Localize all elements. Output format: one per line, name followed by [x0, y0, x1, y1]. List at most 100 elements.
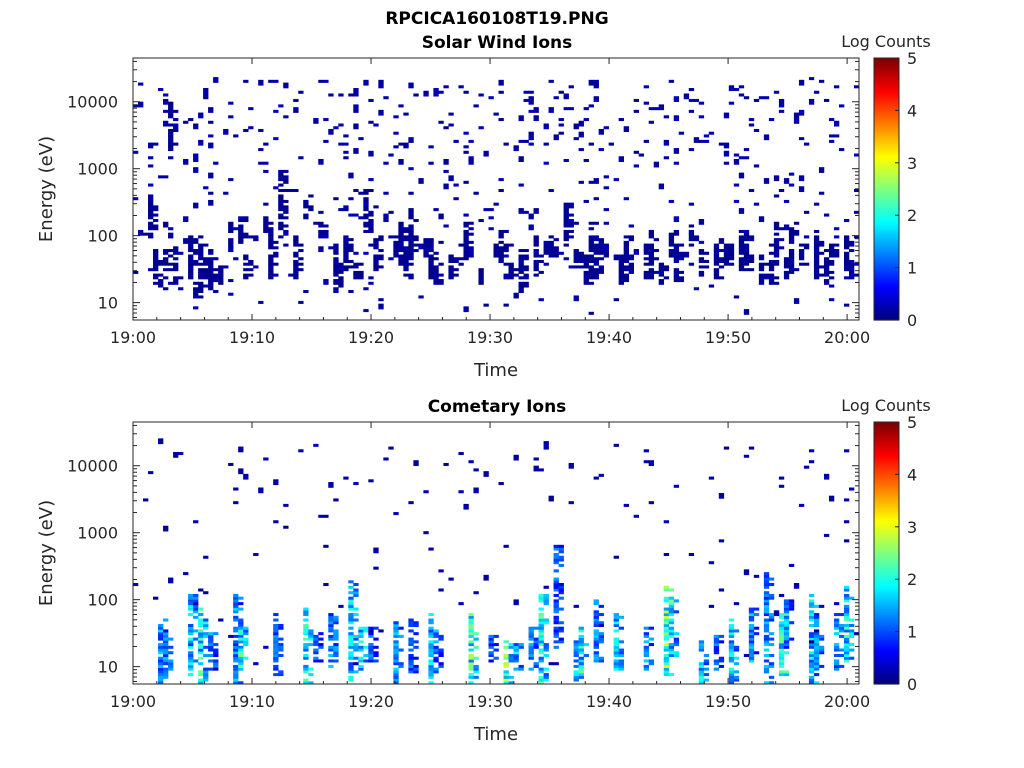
spectrogram-cell: [273, 240, 279, 244]
spectrogram-cell: [833, 662, 840, 666]
spectrogram-cell: [393, 621, 399, 625]
spectrogram-cell: [588, 240, 594, 244]
spectrogram-cell: [488, 645, 494, 649]
spectrogram-cell: [353, 90, 359, 94]
spectrogram-cell: [468, 227, 474, 231]
spectrogram-cell: [573, 604, 579, 608]
spectrogram-cell: [668, 240, 675, 244]
spectrogram-cell: [543, 585, 549, 589]
spectrogram-cell: [408, 618, 414, 622]
spectrogram-cell: [823, 265, 830, 269]
spectrogram-cell: [208, 634, 214, 638]
colorbar-swatch: [874, 258, 899, 262]
spectrogram-cell: [713, 249, 720, 253]
spectrogram-cell: [463, 309, 469, 313]
spectrogram-cell: [508, 273, 514, 277]
spectrogram-cell: [468, 632, 474, 636]
spectrogram-cell: [368, 224, 374, 228]
spectrogram-cell: [528, 637, 534, 641]
spectrogram-cell: [563, 205, 569, 209]
spectrogram-cell: [153, 249, 159, 253]
spectrogram-cell: [723, 259, 730, 263]
spectrogram-cell: [353, 618, 359, 622]
spectrogram-cell: [383, 191, 389, 195]
spectrogram-cell: [528, 667, 534, 671]
spectrogram-cell: [233, 648, 239, 652]
spectrogram-cell: [398, 238, 404, 242]
spectrogram-cell: [323, 583, 329, 587]
spectrogram-cell: [498, 257, 504, 261]
spectrogram-cell: [723, 142, 730, 146]
spectrogram-cell: [238, 681, 244, 685]
spectrogram-cell: [553, 621, 559, 625]
spectrogram-cell: [268, 270, 274, 274]
spectrogram-cell: [423, 238, 429, 242]
spectrogram-cell: [423, 90, 429, 94]
spectrogram-cell: [678, 276, 685, 280]
spectrogram-cell: [523, 249, 529, 253]
spectrogram-cell: [808, 101, 815, 105]
spectrogram-cell: [568, 202, 574, 206]
spectrogram-cell: [588, 246, 594, 250]
spectrogram-cell: [478, 270, 484, 274]
colorbar-swatch: [874, 133, 899, 137]
colorbar-swatch: [874, 489, 899, 493]
spectrogram-cell: [233, 487, 239, 491]
spectrogram-cell: [348, 93, 354, 97]
spectrogram-cell: [498, 232, 504, 236]
spectrogram-cell: [758, 265, 765, 269]
spectrogram-cell: [263, 227, 269, 231]
spectrogram-cell: [468, 221, 474, 225]
spectrogram-cell: [173, 126, 179, 130]
spectrogram-cell: [543, 667, 549, 671]
spectrogram-cell: [538, 667, 544, 671]
spectrogram-cell: [513, 457, 519, 461]
spectrogram-cell: [773, 613, 780, 617]
spectrogram-cell: [508, 659, 514, 663]
spectrogram-cell: [358, 656, 364, 660]
spectrogram-cell: [463, 224, 469, 228]
spectrogram-cell: [723, 257, 730, 261]
spectrogram-cell: [688, 109, 695, 113]
spectrogram-cell: [233, 629, 239, 633]
spectrogram-cell: [173, 118, 179, 122]
spectrogram-cell: [348, 621, 354, 625]
spectrogram-cell: [843, 645, 850, 649]
spectrogram-cell: [353, 643, 359, 647]
colorbar-swatch: [874, 303, 899, 307]
spectrogram-cell: [163, 640, 169, 644]
spectrogram-cell: [578, 662, 584, 666]
spectrogram-cell: [293, 98, 299, 102]
spectrogram-cell: [653, 164, 660, 168]
spectrogram-cell: [238, 632, 244, 636]
spectrogram-cell: [518, 276, 524, 280]
spectrogram-cell: [483, 471, 489, 475]
spectrogram-cell: [163, 528, 169, 532]
spectrogram-cell: [828, 243, 835, 247]
spectrogram-cell: [713, 246, 720, 250]
colorbar-swatch: [874, 70, 899, 73]
spectrogram-cell: [613, 637, 619, 641]
spectrogram-cell: [463, 90, 469, 94]
spectrogram-cell: [773, 194, 780, 198]
spectrogram-cell: [718, 276, 725, 280]
colorbar-swatch: [874, 313, 899, 317]
spectrogram-cell: [488, 634, 494, 638]
spectrogram-cell: [593, 180, 599, 184]
spectrogram-cell: [163, 257, 169, 261]
spectrogram-cell: [428, 626, 434, 630]
spectrogram-cell: [328, 613, 334, 617]
spectrogram-cell: [463, 180, 469, 184]
spectrogram-cell: [213, 257, 219, 261]
spectrogram-cell: [168, 107, 174, 111]
spectrogram-cell: [303, 653, 309, 658]
spectrogram-cell: [353, 109, 359, 113]
colorbar-swatch: [874, 295, 899, 299]
spectrogram-cell: [378, 238, 384, 242]
spectrogram-cell: [368, 659, 374, 663]
spectrogram-cell: [503, 276, 509, 280]
spectrogram-cell: [168, 268, 174, 272]
spectrogram-cell: [283, 224, 289, 228]
spectrogram-cell: [393, 643, 399, 647]
spectrogram-cell: [628, 224, 634, 228]
